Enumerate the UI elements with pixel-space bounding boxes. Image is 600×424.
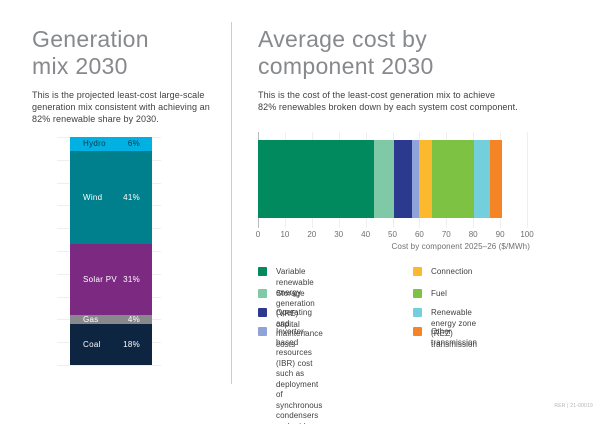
cost-by-component-chart xyxy=(258,132,528,228)
gridline xyxy=(57,365,161,366)
legend-swatch xyxy=(258,327,267,336)
legend-item-connection: Connection xyxy=(413,267,472,278)
tick-label: 40 xyxy=(361,230,371,239)
segment-value: 41% xyxy=(123,192,140,202)
generation-mix-chart: Hydro 6% Wind 41% Solar PV 31% Gas 4% Coal 18% xyxy=(57,137,161,366)
segment-label: Coal xyxy=(83,339,101,349)
segment-variable-renewable-energy-generation-vre xyxy=(258,140,375,218)
legend-swatch xyxy=(258,289,267,298)
legend-item-storage: Storage xyxy=(258,289,305,300)
segment-label: Hydro xyxy=(83,139,106,149)
segment-fuel xyxy=(432,140,475,218)
tick-label: 30 xyxy=(334,230,344,239)
segment-value: 4% xyxy=(127,314,140,324)
segment-other-transmission xyxy=(489,140,503,218)
tick-label: 90 xyxy=(495,230,505,239)
cost-axis-ticks: 0 10 20 30 40 50 60 70 80 90 100 xyxy=(255,230,534,240)
segment-inverter-based-resources-ibr-cost-such-a xyxy=(412,140,420,218)
legend-item-other-transmission: Other transmission xyxy=(413,327,477,348)
cost-by-component-title: Average cost by component 2030 xyxy=(258,26,434,79)
legend-label: Storage xyxy=(276,289,305,298)
legend-label: Variable renewable energy generation (VR… xyxy=(276,267,315,329)
segment-solar-pv: Solar PV 31% xyxy=(70,244,152,315)
tick-label: 10 xyxy=(280,230,290,239)
panel-divider xyxy=(231,22,232,384)
footer-doc-number: RER | 21-00019 xyxy=(554,403,593,409)
legend-label: Renewable energy zone (REZ) transmission xyxy=(431,308,478,349)
legend-swatch xyxy=(413,267,422,276)
legend-label: Connection xyxy=(431,267,473,276)
segment-storage xyxy=(374,140,394,218)
cost-bar xyxy=(258,140,527,218)
tick-label: 20 xyxy=(307,230,317,239)
legend-item-operating-and-maintenance-costs: Operating and maintenance costs xyxy=(258,308,323,350)
segment-connection xyxy=(419,140,433,218)
legend-label: Other transmission xyxy=(431,327,478,347)
segment-label: Wind xyxy=(83,192,103,202)
tick-label: 60 xyxy=(414,230,424,239)
segment-value: 18% xyxy=(123,339,140,349)
legend-label: Fuel xyxy=(431,289,447,298)
legend-label: Operating and maintenance costs xyxy=(276,308,323,349)
legend-swatch xyxy=(258,308,267,317)
generation-mix-subtitle: This is the projected least-cost large-s… xyxy=(32,90,210,124)
legend-swatch xyxy=(413,308,422,317)
legend-swatch xyxy=(413,289,422,298)
cost-by-component-subtitle: This is the cost of the least-cost gener… xyxy=(258,90,518,112)
tick-label: 100 xyxy=(520,230,534,239)
legend-item-fuel: Fuel xyxy=(413,289,447,300)
generation-mix-title: Generation mix 2030 xyxy=(32,26,149,79)
cost-legend: Variable renewable energy generation (VR… xyxy=(258,267,538,424)
generation-mix-bar: Hydro 6% Wind 41% Solar PV 31% Gas 4% Coal 18% xyxy=(70,137,152,365)
segment-value: 31% xyxy=(123,274,140,284)
legend-item-renewable-energy-zone-rez-transmission: Renewable energy zone (REZ) transmission xyxy=(413,308,477,350)
legend-swatch xyxy=(258,267,267,276)
tick-label: 70 xyxy=(441,230,451,239)
segment-value: 6% xyxy=(127,139,140,149)
legend-swatch xyxy=(413,327,422,336)
legend-label: Inverter-based resources (IBR) cost such… xyxy=(276,327,323,424)
segment-gas: Gas 4% xyxy=(70,314,152,324)
segment-wind: Wind 41% xyxy=(70,150,152,245)
segment-coal: Coal 18% xyxy=(70,323,152,365)
tick-label: 80 xyxy=(468,230,478,239)
legend-item-variable-renewable-energy-generation-vre: Variable renewable energy generation (VR… xyxy=(258,267,315,330)
tick-label: 0 xyxy=(255,230,261,239)
segment-hydro: Hydro 6% xyxy=(70,137,152,151)
tick-label: 50 xyxy=(388,230,397,239)
segment-renewable-energy-zone-rez-transmission xyxy=(474,140,490,218)
segment-label: Solar PV xyxy=(83,274,117,284)
segment-operating-and-maintenance-costs xyxy=(393,140,413,218)
gridline xyxy=(527,132,528,228)
segment-label: Gas xyxy=(83,314,99,324)
cost-axis-label: Cost by component 2025–26 ($/MWh) xyxy=(391,242,530,251)
legend-item-inverter-based-resources-ibr-cost-such-a: Inverter-based resources (IBR) cost such… xyxy=(258,327,322,424)
